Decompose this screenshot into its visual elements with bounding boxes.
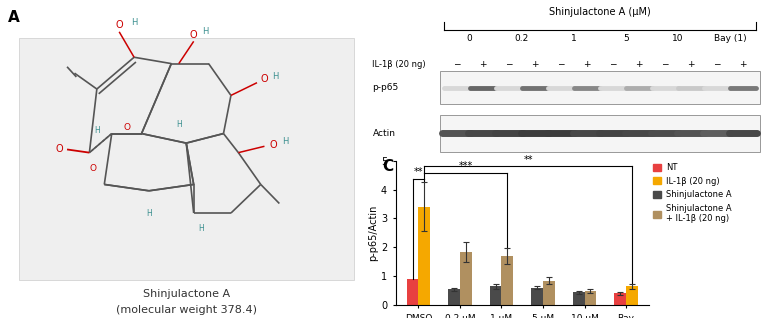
Text: **: ** [414, 167, 423, 177]
Legend: NT, IL-1β (20 ng), Shinjulactone A, Shinjulactone A
+ IL-1β (20 ng): NT, IL-1β (20 ng), Shinjulactone A, Shin… [653, 163, 731, 223]
Text: O: O [56, 144, 64, 155]
Bar [626, 287, 637, 305]
Text: −: − [505, 59, 512, 69]
Bar [531, 288, 543, 305]
Bar [407, 279, 419, 305]
Text: Shinjulactone A (μM): Shinjulactone A (μM) [549, 7, 650, 17]
FancyBboxPatch shape [18, 38, 354, 280]
Y-axis label: p-p65/Actin: p-p65/Actin [368, 205, 378, 261]
Text: +: + [583, 59, 591, 69]
Text: H: H [131, 18, 137, 27]
Text: (molecular weight 378.4): (molecular weight 378.4) [116, 305, 257, 315]
Text: A: A [8, 10, 19, 24]
Bar [543, 281, 554, 305]
Text: IL-1β (20 ng): IL-1β (20 ng) [372, 59, 426, 69]
Text: Actin: Actin [372, 129, 396, 138]
Text: −: − [661, 59, 669, 69]
Text: 1: 1 [571, 34, 577, 43]
Text: O: O [123, 123, 130, 132]
Text: O: O [190, 30, 197, 40]
Text: 5: 5 [623, 34, 629, 43]
Text: +: + [479, 59, 486, 69]
Text: Bay (1): Bay (1) [713, 34, 746, 43]
Bar [573, 292, 584, 305]
Text: 0: 0 [467, 34, 472, 43]
Text: +: + [635, 59, 643, 69]
Text: H: H [273, 72, 279, 81]
Text: H: H [176, 120, 182, 128]
Text: H: H [202, 27, 208, 36]
Text: O: O [270, 140, 277, 150]
Bar [614, 293, 626, 305]
Bar [419, 207, 430, 305]
Text: p-p65: p-p65 [372, 83, 399, 92]
Text: O: O [90, 164, 97, 173]
Text: 10: 10 [672, 34, 684, 43]
Text: Shinjulactone A: Shinjulactone A [143, 289, 230, 299]
Text: H: H [146, 209, 152, 218]
Text: −: − [713, 59, 721, 69]
Bar [584, 291, 596, 305]
Bar [449, 289, 460, 305]
Text: H: H [94, 126, 100, 135]
Text: H: H [198, 225, 204, 233]
Bar [440, 71, 760, 105]
Text: H: H [282, 137, 288, 146]
Text: +: + [531, 59, 538, 69]
Text: −: − [609, 59, 617, 69]
Text: −: − [453, 59, 461, 69]
Text: C: C [382, 159, 393, 174]
Text: +: + [740, 59, 746, 69]
Text: −: − [557, 59, 564, 69]
Text: O: O [115, 20, 123, 31]
Bar [460, 252, 472, 305]
Text: ***: *** [458, 161, 473, 171]
Text: O: O [260, 74, 268, 85]
Bar [490, 287, 502, 305]
Bar [502, 256, 513, 305]
Text: 0.2: 0.2 [515, 34, 529, 43]
Text: **: ** [523, 155, 533, 165]
Bar [440, 114, 760, 152]
Text: +: + [687, 59, 695, 69]
